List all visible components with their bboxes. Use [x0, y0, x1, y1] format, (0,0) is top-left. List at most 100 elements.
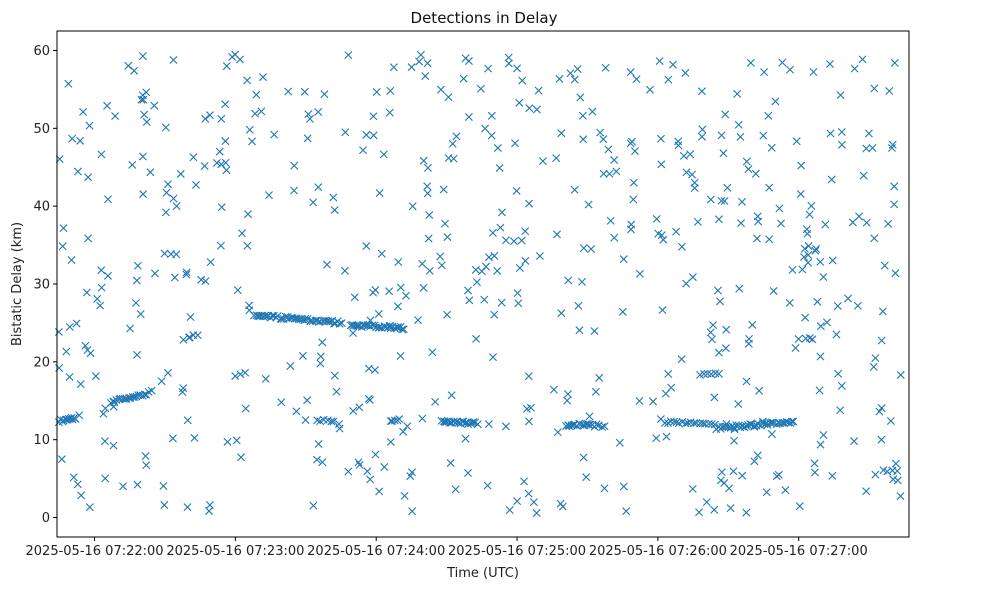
- data-point: [862, 218, 871, 227]
- data-point: [686, 150, 695, 159]
- data-point: [363, 467, 372, 476]
- data-point: [236, 370, 245, 379]
- data-point: [418, 414, 427, 423]
- data-point: [179, 384, 188, 393]
- data-point: [340, 266, 349, 275]
- data-point: [84, 173, 93, 182]
- data-point: [515, 98, 524, 107]
- data-point: [386, 86, 395, 95]
- data-point: [693, 217, 702, 226]
- data-point: [182, 268, 191, 277]
- data-point: [877, 336, 886, 345]
- data-point: [371, 285, 380, 294]
- data-point: [884, 219, 893, 228]
- data-point: [67, 256, 76, 265]
- data-point: [97, 150, 106, 159]
- data-point: [753, 234, 761, 243]
- data-point: [722, 325, 731, 334]
- data-point: [251, 109, 260, 118]
- data-point: [750, 422, 759, 431]
- data-point: [441, 219, 449, 228]
- data-point: [592, 420, 601, 429]
- data-point: [472, 278, 481, 287]
- data-point: [183, 503, 192, 512]
- data-point: [862, 487, 871, 496]
- data-point: [352, 321, 360, 330]
- data-point: [812, 244, 821, 253]
- data-point: [248, 137, 257, 146]
- data-point: [630, 147, 639, 156]
- data-point: [305, 114, 314, 123]
- data-point: [844, 294, 853, 303]
- data-point: [312, 455, 321, 464]
- data-point: [828, 471, 837, 480]
- data-point: [524, 417, 533, 426]
- data-point: [664, 369, 673, 378]
- data-point: [717, 468, 726, 477]
- data-point: [827, 175, 836, 184]
- data-point: [223, 437, 232, 446]
- data-point: [483, 481, 492, 490]
- data-point: [100, 437, 109, 446]
- data-point: [890, 182, 899, 191]
- data-point: [164, 180, 173, 189]
- data-point: [139, 95, 148, 104]
- data-point: [377, 249, 386, 258]
- data-point: [138, 152, 147, 161]
- data-point: [448, 139, 457, 148]
- data-point: [61, 415, 70, 424]
- data-point: [124, 61, 133, 70]
- data-point: [822, 318, 831, 327]
- data-point: [393, 302, 402, 311]
- data-point: [75, 411, 84, 420]
- data-point: [736, 132, 745, 141]
- data-point: [513, 289, 522, 298]
- data-point: [452, 132, 461, 141]
- data-point: [635, 397, 644, 405]
- data-point: [525, 104, 534, 113]
- data-point: [65, 322, 74, 331]
- data-point: [833, 301, 842, 310]
- data-point: [133, 480, 142, 489]
- data-point: [147, 386, 156, 395]
- data-point: [58, 242, 67, 251]
- data-point: [722, 419, 731, 428]
- data-point: [126, 324, 135, 333]
- data-point: [374, 309, 383, 318]
- data-point: [236, 55, 245, 64]
- data-point: [197, 275, 206, 284]
- data-point: [738, 197, 746, 206]
- data-point: [191, 180, 200, 189]
- data-point: [834, 369, 843, 378]
- data-point: [96, 301, 105, 310]
- data-point: [730, 425, 739, 434]
- data-point: [335, 424, 344, 433]
- data-point: [888, 140, 897, 149]
- y-axis: 0 10 20 30 40 50 60: [33, 44, 57, 526]
- data-point: [596, 128, 605, 137]
- data-point: [775, 204, 784, 213]
- data-point: [424, 234, 433, 243]
- data-point: [130, 66, 139, 75]
- data-point: [563, 390, 572, 399]
- data-point: [270, 130, 279, 139]
- data-point: [111, 112, 120, 121]
- data-point: [626, 68, 635, 77]
- data-point: [222, 62, 231, 71]
- data-point: [753, 451, 762, 460]
- data-point: [862, 144, 871, 153]
- data-point: [864, 129, 873, 138]
- data-point: [329, 193, 338, 202]
- data-point: [139, 190, 148, 199]
- data-point: [131, 298, 140, 307]
- data-point: [109, 441, 118, 450]
- data-point: [585, 421, 594, 430]
- data-point: [579, 244, 588, 253]
- data-point: [461, 434, 470, 443]
- data-point: [316, 352, 325, 361]
- data-point: [622, 507, 631, 516]
- data-point: [221, 137, 230, 146]
- data-point: [423, 189, 432, 198]
- data-point: [138, 52, 147, 61]
- data-point: [386, 438, 395, 446]
